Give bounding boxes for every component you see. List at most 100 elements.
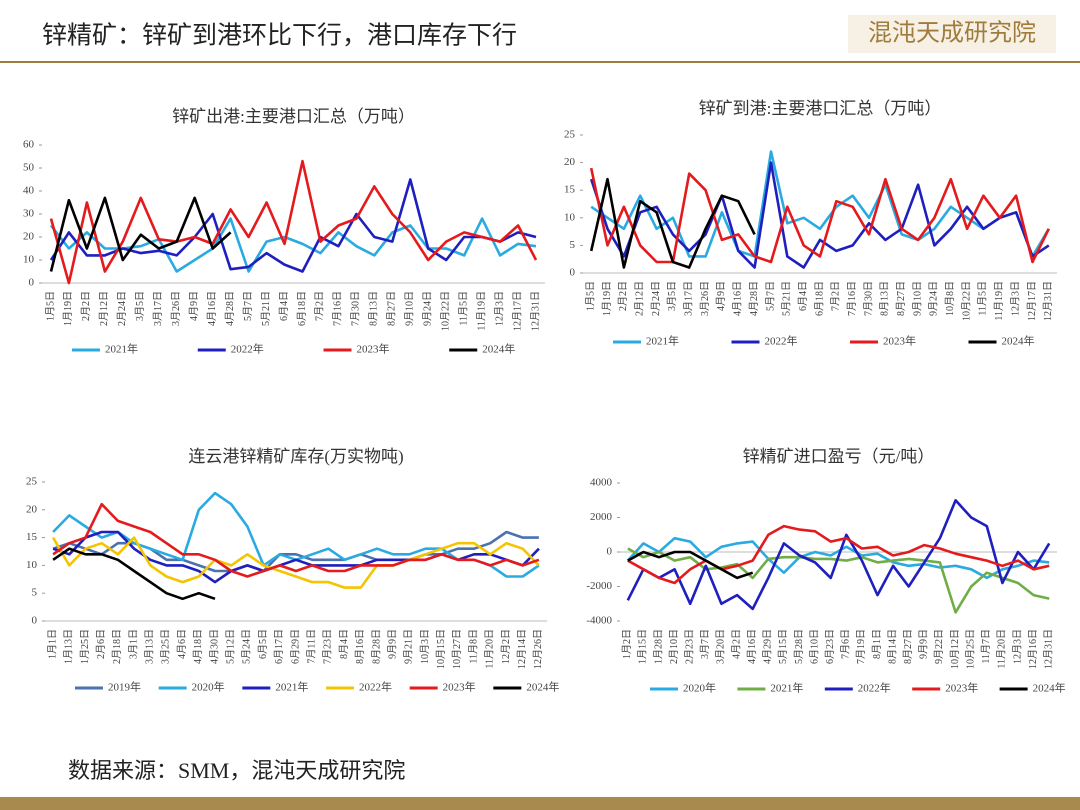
legend-label: 2024年: [482, 342, 515, 356]
y-tick-label: 40: [23, 185, 35, 197]
x-tick-label: 2月12日: [98, 291, 110, 326]
legend-label: 2021年: [770, 681, 803, 695]
x-tick-label: 1月19日: [62, 291, 74, 326]
x-tick-label: 1月5日: [44, 291, 56, 321]
x-tick-label: 3月17日: [683, 281, 695, 316]
legend-label: 2023年: [357, 342, 390, 356]
x-tick-label: 4月29日: [762, 629, 774, 664]
x-tick-label: 6月23日: [824, 629, 836, 664]
x-tick-label: 10月8日: [944, 281, 956, 316]
x-tick-label: 5月21日: [260, 291, 272, 326]
x-tick-label: 9月24日: [928, 281, 940, 316]
series-line: [49, 159, 538, 285]
y-tick-label: 25: [26, 476, 38, 488]
x-tick-label: 8月1日: [871, 629, 883, 659]
series-line: [590, 150, 1050, 258]
x-tick-label: 6月29日: [289, 629, 301, 664]
x-tick-label: 6月5日: [257, 629, 269, 659]
series-line: [589, 161, 1050, 269]
x-tick-label: 2月6日: [95, 629, 107, 659]
x-tick-label: 3月26日: [170, 291, 182, 326]
y-tick-label: 50: [23, 162, 35, 174]
x-tick-label: 11月5日: [457, 291, 469, 326]
x-tick-label: 12月14日: [516, 629, 528, 669]
x-tick-label: 8月4日: [338, 629, 350, 659]
y-tick-label: 10: [23, 254, 35, 266]
x-tick-label: 8月27日: [895, 281, 907, 316]
logo-box: [848, 15, 1056, 53]
x-tick-label: 3月26日: [699, 281, 711, 316]
x-tick-label: 2月2日: [80, 291, 92, 321]
legend-label: 2022年: [858, 681, 891, 695]
y-tick-label: -2000: [586, 580, 612, 592]
logo: 混沌天成研究院: [868, 20, 1036, 47]
y-tick-label: 10: [26, 559, 38, 571]
x-tick-label: 9月9日: [918, 629, 930, 659]
x-tick-label: 1月13日: [63, 629, 75, 664]
legend-label: 2022年: [765, 334, 798, 348]
legend-label: 2020年: [683, 681, 716, 695]
x-tick-label: 10月22日: [439, 291, 451, 331]
x-tick-label: 6月18日: [813, 281, 825, 316]
x-tick-label: 1月5日: [584, 281, 596, 311]
legend-label: 2019年: [108, 680, 141, 694]
legend-label: 2022年: [359, 680, 392, 694]
x-tick-label: 7月23日: [322, 629, 334, 664]
x-tick-label: 5月12日: [225, 629, 237, 664]
series-line: [627, 550, 754, 580]
x-tick-label: 1月19日: [601, 281, 613, 316]
y-tick-label: 30: [23, 208, 35, 220]
x-tick-label: 1月1日: [46, 629, 58, 659]
x-tick-label: 1月25日: [79, 629, 91, 664]
x-tick-label: 7月30日: [350, 291, 362, 326]
legend-label: 2021年: [646, 334, 679, 348]
x-tick-label: 1月15日: [637, 629, 649, 664]
x-tick-label: 11月5日: [977, 281, 989, 316]
x-tick-label: 3月17日: [152, 291, 164, 326]
x-tick-label: 5月7日: [764, 281, 776, 311]
x-tick-label: 5月7日: [242, 291, 254, 321]
x-tick-label: 7月11日: [305, 629, 317, 664]
x-tick-label: 3月5日: [134, 291, 146, 321]
series-line: [52, 530, 540, 584]
x-tick-label: 4月16日: [206, 291, 218, 326]
x-tick-label: 6月18日: [296, 291, 308, 326]
x-tick-label: 4月16日: [732, 281, 744, 316]
y-tick-label: 15: [26, 531, 38, 543]
legend-label: 2023年: [443, 680, 476, 694]
x-tick-label: 12月3日: [493, 291, 505, 326]
x-tick-label: 12月2日: [500, 629, 512, 664]
x-tick-label: 3月20日: [715, 629, 727, 664]
x-tick-label: 5月24日: [241, 629, 253, 664]
footer-source: 数据来源：SMM，混沌天成研究院: [68, 758, 405, 783]
x-tick-label: 11月7日: [980, 629, 992, 664]
x-tick-label: 2月18日: [111, 629, 123, 664]
chart-title: 连云港锌精矿库存(万实物吨): [188, 447, 403, 466]
y-tick-label: 5: [32, 587, 38, 599]
x-tick-label: 12月31日: [1042, 281, 1054, 321]
x-tick-label: 2月10日: [668, 629, 680, 664]
x-tick-label: 10月25日: [964, 629, 976, 669]
x-tick-label: 2月24日: [650, 281, 662, 316]
x-tick-label: 12月3日: [1011, 629, 1023, 664]
x-tick-label: 5月21日: [781, 281, 793, 316]
x-tick-label: 4月9日: [715, 281, 727, 311]
series-line: [626, 499, 1051, 611]
x-tick-label: 10月22日: [960, 281, 972, 321]
x-tick-label: 7月6日: [840, 629, 852, 659]
x-tick-label: 9月9日: [386, 629, 398, 659]
x-tick-label: 2月12日: [634, 281, 646, 316]
x-tick-label: 3月7日: [699, 629, 711, 659]
x-tick-label: 2月2日: [617, 281, 629, 311]
series-line: [49, 178, 537, 273]
x-tick-label: 9月24日: [422, 291, 434, 326]
y-tick-label: 20: [26, 503, 38, 515]
legend-label: 2020年: [192, 680, 225, 694]
x-tick-label: 12月3日: [1009, 281, 1021, 316]
legend-label: 2021年: [105, 342, 138, 356]
x-tick-label: 6月4日: [797, 281, 809, 311]
series-line: [589, 167, 1050, 264]
series-line: [49, 217, 537, 273]
x-tick-label: 4月16日: [746, 629, 758, 664]
